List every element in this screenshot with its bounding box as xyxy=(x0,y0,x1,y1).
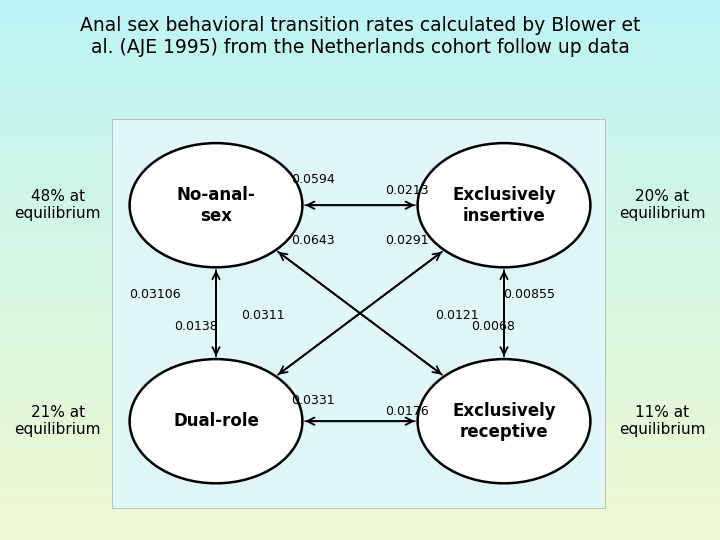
Text: 0.0291: 0.0291 xyxy=(385,234,428,247)
Text: 0.0121: 0.0121 xyxy=(436,309,479,322)
Text: 0.0138: 0.0138 xyxy=(174,320,217,333)
Ellipse shape xyxy=(418,143,590,267)
Text: 0.0068: 0.0068 xyxy=(472,320,515,333)
Text: 0.0213: 0.0213 xyxy=(385,184,428,197)
Text: Anal sex behavioral transition rates calculated by Blower et
al. (AJE 1995) from: Anal sex behavioral transition rates cal… xyxy=(80,16,640,57)
Text: 0.0331: 0.0331 xyxy=(292,394,335,407)
FancyBboxPatch shape xyxy=(112,119,605,508)
Text: 0.0176: 0.0176 xyxy=(385,405,428,418)
Text: 0.00855: 0.00855 xyxy=(503,288,555,301)
Text: No-anal-
sex: No-anal- sex xyxy=(176,186,256,225)
Ellipse shape xyxy=(130,359,302,483)
Text: Dual-role: Dual-role xyxy=(173,412,259,430)
Ellipse shape xyxy=(130,143,302,267)
Text: 0.03106: 0.03106 xyxy=(129,288,181,301)
Ellipse shape xyxy=(418,359,590,483)
Text: 48% at
equilibrium: 48% at equilibrium xyxy=(14,189,101,221)
Text: 0.0311: 0.0311 xyxy=(241,309,284,322)
Text: 0.0594: 0.0594 xyxy=(292,173,335,186)
Text: Exclusively
receptive: Exclusively receptive xyxy=(452,402,556,441)
Text: 20% at
equilibrium: 20% at equilibrium xyxy=(619,189,706,221)
Text: 0.0643: 0.0643 xyxy=(292,234,335,247)
Text: Exclusively
insertive: Exclusively insertive xyxy=(452,186,556,225)
Text: 21% at
equilibrium: 21% at equilibrium xyxy=(14,405,101,437)
Text: 11% at
equilibrium: 11% at equilibrium xyxy=(619,405,706,437)
